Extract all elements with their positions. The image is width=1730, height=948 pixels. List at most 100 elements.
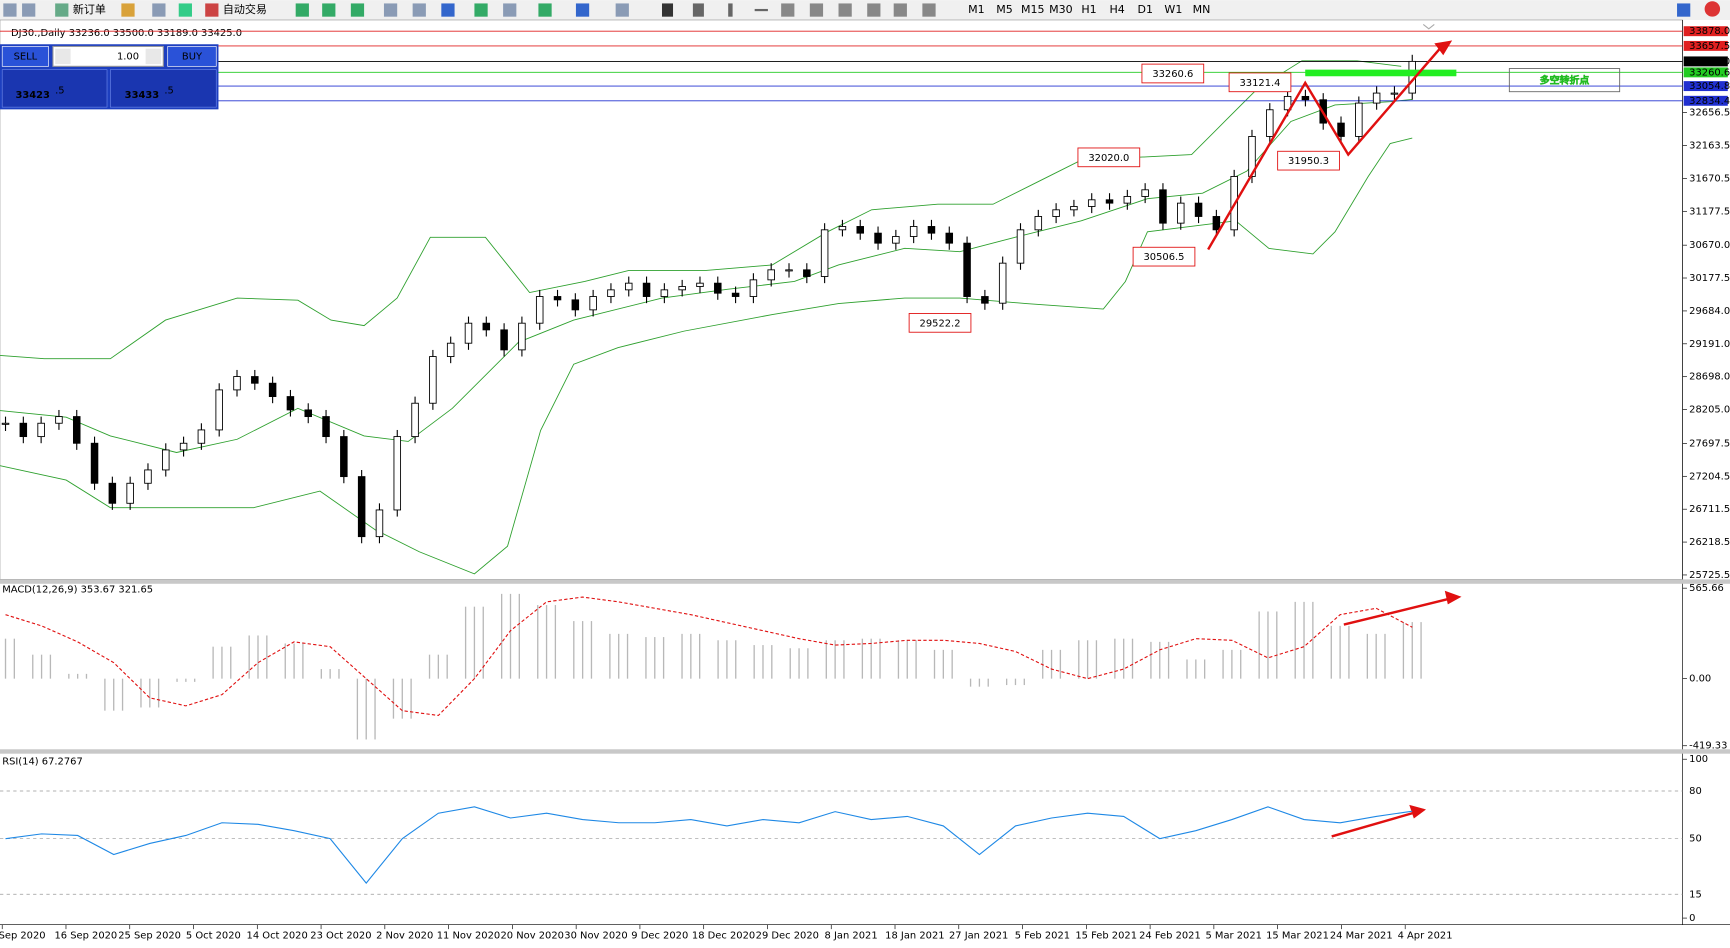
- icon[interactable]: [893, 3, 907, 17]
- candle: [998, 262, 1007, 304]
- candle: [1194, 202, 1203, 217]
- candle: [874, 232, 882, 244]
- timeframe-button[interactable]: M5: [996, 3, 1013, 16]
- bollinger-upper: [0, 60, 1402, 360]
- buy-pip: .5: [164, 86, 173, 97]
- date-label: 16 Sep 2020: [54, 931, 117, 942]
- note-box: [1508, 68, 1621, 93]
- pane-separator: [0, 749, 1730, 754]
- icon[interactable]: [383, 3, 398, 17]
- candle: [1390, 92, 1399, 95]
- annotation-label: 33121.4: [1240, 78, 1281, 89]
- date-label: 30 Nov 2020: [564, 931, 627, 942]
- icon[interactable]: [121, 3, 135, 17]
- buy-button[interactable]: [167, 46, 217, 67]
- icon[interactable]: [1677, 3, 1691, 17]
- sell-price-box[interactable]: [1, 69, 108, 108]
- toolbar-button[interactable]: 新订单: [73, 2, 106, 16]
- lot-value: 1.00: [117, 51, 139, 62]
- candle: [1123, 196, 1132, 204]
- sell-label: SELL: [14, 51, 38, 62]
- bollinger-lower: [0, 137, 1413, 575]
- icon[interactable]: [205, 3, 219, 17]
- bollinger-middle: [0, 98, 1413, 453]
- candle: [482, 322, 491, 331]
- timeframe-button[interactable]: H4: [1109, 3, 1124, 16]
- icon[interactable]: [728, 3, 733, 17]
- icon[interactable]: [412, 3, 426, 17]
- shift-marker: [1422, 23, 1435, 30]
- candle: [660, 289, 669, 297]
- rsi-line: [5, 806, 1413, 885]
- rsi-tick-label: 80: [1689, 786, 1702, 797]
- timeframe-button[interactable]: MN: [1193, 3, 1211, 16]
- macd-tick-label: 565.66: [1689, 583, 1724, 594]
- icon[interactable]: [503, 3, 517, 17]
- icon[interactable]: [692, 3, 704, 17]
- icon[interactable]: [809, 3, 824, 17]
- arrow-head: [1409, 804, 1426, 819]
- icon[interactable]: [152, 3, 166, 17]
- price-tick-label: 28698.0: [1689, 372, 1730, 383]
- candle: [322, 416, 330, 438]
- icon[interactable]: [3, 3, 17, 17]
- icon[interactable]: [178, 3, 192, 17]
- icon[interactable]: [781, 3, 795, 17]
- annotation-label: 29522.2: [920, 318, 961, 329]
- icon[interactable]: [575, 3, 590, 17]
- icon[interactable]: [441, 3, 455, 17]
- icon[interactable]: [474, 3, 488, 17]
- candle: [803, 269, 811, 277]
- rsi-tick-label: 50: [1689, 834, 1702, 845]
- icon[interactable]: [661, 3, 674, 17]
- icon[interactable]: [867, 3, 881, 17]
- lot-down[interactable]: [55, 48, 71, 65]
- lot-up[interactable]: [145, 48, 162, 65]
- candle: [429, 356, 437, 404]
- icon[interactable]: [55, 3, 69, 17]
- candle: [553, 296, 562, 301]
- candle: [72, 416, 81, 444]
- icon[interactable]: [615, 3, 629, 17]
- candle: [411, 402, 419, 438]
- candle: [179, 442, 188, 451]
- candle: [1, 422, 10, 425]
- toolbar-button[interactable]: 自动交易: [223, 2, 267, 16]
- sell-pip: .5: [55, 86, 64, 97]
- timeframe-button[interactable]: M1: [968, 3, 985, 16]
- lot-input[interactable]: [52, 45, 164, 67]
- symbol-info: DJ30.,Daily 33236.0 33500.0 33189.0 3342…: [11, 28, 242, 39]
- candle: [215, 389, 223, 431]
- timeframe-button[interactable]: W1: [1164, 3, 1182, 16]
- candle: [1212, 216, 1221, 231]
- timeframe-button[interactable]: M30: [1049, 3, 1073, 16]
- icon[interactable]: [838, 3, 852, 17]
- icon[interactable]: [922, 3, 936, 17]
- alert-icon[interactable]: [1704, 1, 1721, 17]
- timeframe-button[interactable]: M15: [1021, 3, 1045, 16]
- macd-title: MACD(12,26,9) 353.67 321.65: [2, 584, 153, 595]
- candle: [126, 482, 134, 504]
- date-label: 5 Oct 2020: [186, 931, 241, 942]
- candle: [1355, 102, 1363, 137]
- date-label: 2 Nov 2020: [376, 931, 433, 942]
- icon[interactable]: [350, 3, 365, 17]
- icon[interactable]: [322, 3, 336, 17]
- timeframe-button[interactable]: D1: [1137, 3, 1153, 16]
- timeframe-button[interactable]: H1: [1081, 3, 1096, 16]
- icon[interactable]: [754, 8, 768, 12]
- icon[interactable]: [295, 3, 309, 17]
- buy-price-box[interactable]: [110, 69, 217, 108]
- candle: [642, 282, 651, 297]
- candle: [108, 482, 117, 504]
- candle: [1177, 202, 1185, 224]
- candle: [589, 296, 597, 311]
- icon[interactable]: [538, 3, 552, 17]
- candle: [1016, 229, 1025, 264]
- icon[interactable]: [22, 3, 36, 17]
- price-line-label: 33878.0: [1689, 26, 1730, 37]
- candle: [624, 282, 633, 291]
- sell-button[interactable]: [1, 46, 49, 67]
